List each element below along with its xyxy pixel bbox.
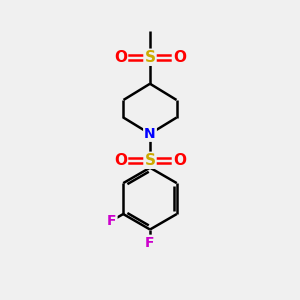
Text: O: O [173, 153, 186, 168]
Text: O: O [114, 50, 127, 65]
Text: F: F [145, 236, 155, 250]
Text: S: S [145, 153, 155, 168]
Text: S: S [145, 50, 155, 65]
Text: O: O [173, 50, 186, 65]
Text: F: F [107, 214, 116, 228]
Text: N: N [144, 127, 156, 141]
Text: O: O [114, 153, 127, 168]
